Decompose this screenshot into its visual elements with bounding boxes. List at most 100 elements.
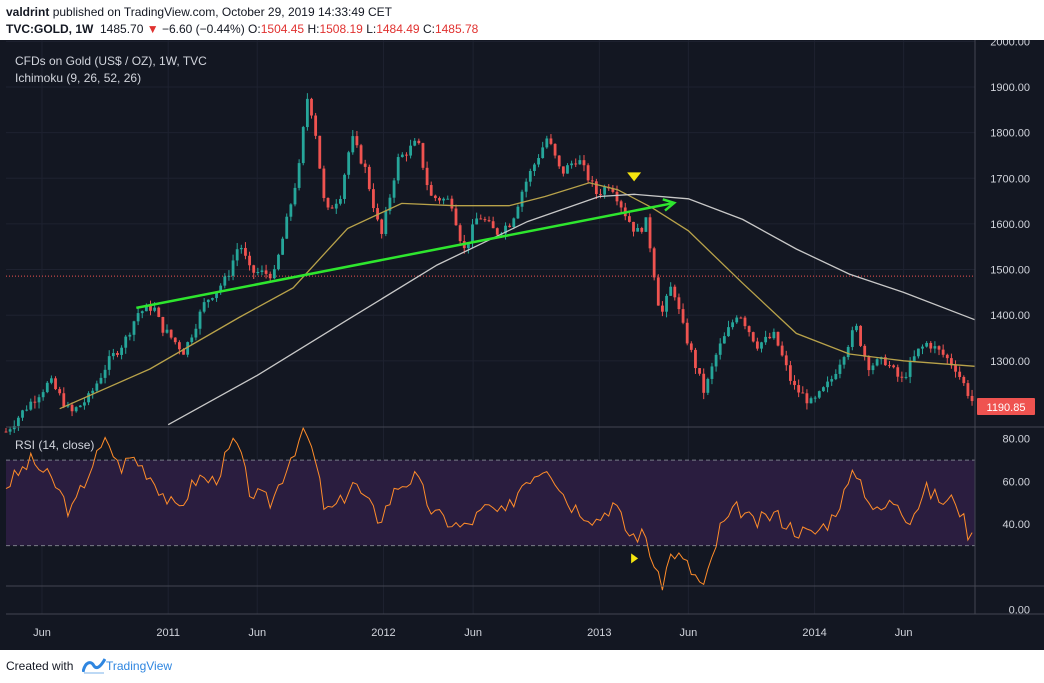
candle-body	[784, 355, 788, 366]
tradingview-brand[interactable]: TradingView	[106, 659, 173, 673]
candle-body	[830, 379, 834, 382]
candle-body	[211, 298, 214, 300]
candle-body	[454, 208, 458, 226]
chart-canvas[interactable]: 2000.00 1900.00 1800.00 1700.00 1600.00 1500.…	[0, 36, 1044, 650]
candle-body	[937, 346, 941, 350]
candle-body	[29, 401, 33, 410]
trend-arrow-line[interactable]	[136, 201, 675, 310]
candle-body	[16, 417, 20, 426]
candle-body	[227, 275, 231, 277]
price-tick-label: 1500.00	[990, 265, 1030, 277]
candle-body	[417, 140, 421, 144]
candle-body	[458, 225, 462, 242]
candle-body	[743, 317, 747, 327]
markers	[627, 172, 642, 564]
footer: Created with TradingView	[0, 650, 1044, 683]
candle-body	[619, 201, 623, 208]
high-label: H:	[307, 22, 320, 36]
candle-body	[966, 383, 970, 396]
candle-body	[116, 353, 119, 355]
candle-body	[223, 276, 227, 286]
candle-body	[107, 356, 111, 370]
candle-body	[735, 317, 739, 323]
author-name[interactable]: valdrint	[6, 5, 50, 19]
candle-body	[41, 392, 45, 398]
close-value: 1485.78	[434, 22, 479, 36]
candle-body	[144, 305, 148, 312]
candle-body	[339, 198, 342, 204]
candle-body	[772, 331, 776, 339]
candle-body	[883, 357, 887, 366]
candle-body	[652, 248, 656, 278]
candle-body	[475, 218, 479, 225]
candle-body	[566, 165, 569, 174]
candle-body	[438, 198, 441, 201]
candle-body	[99, 377, 103, 384]
rsi-legend[interactable]: RSI (14, close)	[15, 438, 94, 452]
candle-body	[689, 343, 693, 350]
last-price: 1485.70	[100, 22, 144, 36]
time-tick-label: Jun	[248, 627, 266, 639]
close-label: C:	[422, 22, 435, 36]
candle-body	[405, 154, 408, 156]
last-price-value: 1190.85	[987, 402, 1026, 414]
candle-body	[545, 138, 549, 148]
candle-body	[603, 186, 607, 195]
candle-body	[58, 389, 62, 394]
candle-body	[921, 346, 924, 349]
candle-body	[941, 349, 945, 355]
candle-body	[297, 163, 301, 188]
candle-body	[12, 425, 16, 430]
candle-body	[78, 405, 82, 408]
candle-body	[326, 197, 330, 208]
candle-body	[103, 369, 107, 378]
candle-body	[636, 227, 640, 232]
candle-body	[268, 273, 272, 279]
candle-body	[813, 397, 817, 399]
candle-body	[442, 198, 446, 201]
symbol-label: TVC:GOLD, 1W	[6, 22, 94, 36]
chart-area[interactable]: 2000.00 1900.00 1800.00 1700.00 1600.00 1500.…	[0, 36, 1044, 650]
candle-body	[400, 154, 404, 158]
last-price-label	[977, 398, 1035, 415]
rsi-series	[5, 426, 973, 591]
candle-body	[83, 402, 86, 406]
candle-body	[933, 346, 937, 349]
candle-body	[450, 198, 454, 209]
rsi-band-lines	[6, 459, 975, 547]
candle-body	[21, 410, 24, 418]
candle-body	[809, 398, 813, 404]
candle-body	[793, 380, 796, 386]
candle-body	[305, 98, 309, 128]
candle-body	[780, 345, 784, 356]
candle-body	[950, 358, 953, 366]
candle-body	[301, 127, 305, 164]
candle-body	[25, 409, 29, 411]
candle-body	[661, 305, 664, 312]
change-arrow: ▼	[146, 22, 159, 36]
candle-body	[665, 295, 668, 312]
candle-body	[293, 187, 297, 205]
trend-arrow-head[interactable]	[662, 198, 677, 212]
indicator-legend[interactable]: Ichimoku (9, 26, 52, 26)	[15, 71, 141, 85]
candle-body	[533, 164, 536, 171]
candle-body	[594, 181, 598, 195]
candle-body	[392, 180, 396, 198]
candle-body	[900, 376, 904, 378]
candle-body	[669, 286, 673, 296]
candle-body	[524, 181, 528, 192]
created-with-label: Created with	[6, 659, 74, 673]
candle-body	[896, 367, 900, 377]
candle-body	[859, 325, 862, 346]
candle-body	[838, 364, 842, 374]
tradingview-logo-icon[interactable]	[82, 656, 106, 676]
candle-body	[409, 145, 412, 156]
rsi-tick-label: 40.00	[1002, 519, 1030, 531]
candle-body	[557, 155, 561, 167]
candle-body	[537, 158, 540, 165]
candle-body	[805, 393, 809, 404]
candle-body	[248, 255, 251, 266]
candle-body	[760, 342, 763, 349]
candle-body	[904, 376, 908, 378]
candle-body	[177, 342, 181, 350]
